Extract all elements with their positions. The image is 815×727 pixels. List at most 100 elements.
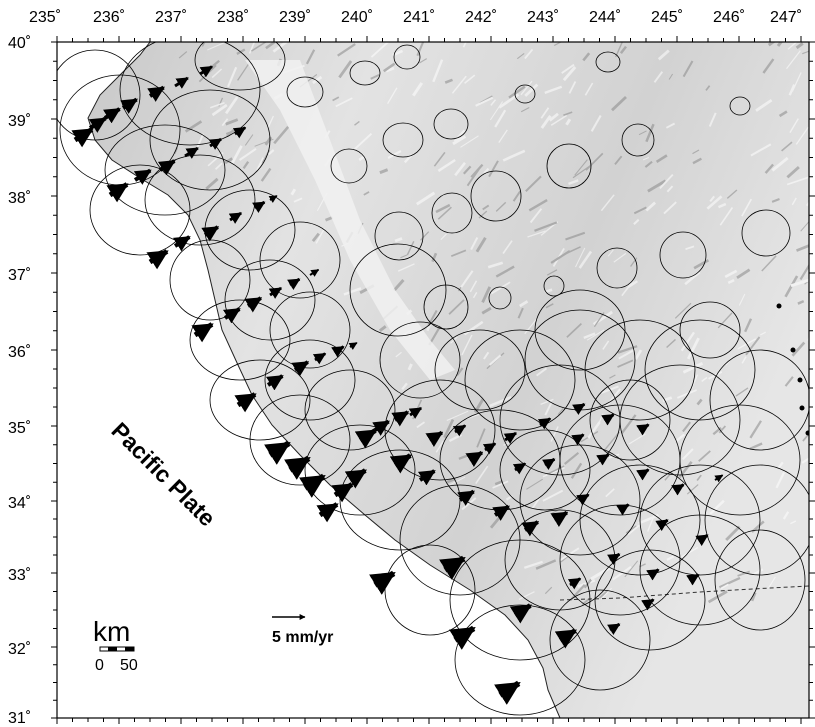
relief-stroke	[305, 49, 316, 65]
relief-stroke	[324, 216, 334, 222]
relief-stroke	[460, 135, 479, 148]
relief-stroke	[475, 237, 487, 253]
relief-stroke	[207, 42, 227, 51]
velocity-arrow	[191, 322, 214, 343]
relief-stroke	[502, 240, 513, 254]
relief-stroke	[293, 197, 303, 203]
relief-stroke	[788, 84, 796, 96]
error-ellipse	[543, 275, 565, 297]
relief-stroke	[401, 382, 408, 391]
velocity-arrow	[199, 65, 213, 78]
relief-stroke	[519, 300, 529, 308]
relief-stroke	[663, 201, 677, 215]
error-ellipse	[679, 404, 801, 516]
relief-stroke	[784, 376, 794, 387]
relief-stroke	[761, 255, 777, 272]
relief-stroke	[412, 82, 424, 97]
error-ellipse	[595, 51, 621, 73]
error-ellipse	[382, 122, 424, 158]
velocity-arrow	[172, 235, 191, 252]
station-dot	[797, 377, 803, 383]
relief-stroke	[586, 329, 605, 341]
relief-stroke	[624, 560, 639, 578]
lat-label: 32˚	[8, 641, 31, 658]
relief-stroke	[512, 190, 522, 202]
velocity-arrow	[567, 577, 582, 590]
error-ellipse	[621, 123, 655, 157]
lat-label: 40˚	[8, 35, 31, 52]
relief-stroke	[681, 546, 699, 558]
relief-stroke	[570, 462, 583, 479]
relief-stroke	[529, 208, 543, 224]
relief-stroke	[795, 126, 809, 145]
relief-stroke	[621, 280, 635, 297]
relief-stroke	[749, 442, 763, 450]
relief-stroke	[617, 345, 638, 354]
error-ellipse	[679, 301, 741, 359]
relief-stroke	[708, 112, 717, 127]
relief-stroke	[593, 312, 605, 328]
relief-stroke	[645, 123, 655, 143]
error-ellipse	[57, 49, 141, 141]
relief-stroke	[613, 252, 627, 263]
relief-stroke	[557, 408, 564, 416]
relief-stroke	[416, 421, 426, 429]
velocity-arrow	[408, 406, 423, 419]
velocity-arrow	[391, 410, 410, 427]
relief-stroke	[452, 135, 467, 146]
relief-stroke	[495, 265, 515, 278]
relief-stroke	[332, 96, 340, 102]
relief-stroke	[633, 218, 640, 225]
relief-stroke	[450, 249, 467, 258]
scale-bar: km 0 50	[93, 616, 138, 674]
error-ellipse	[433, 108, 469, 140]
relief-stroke	[437, 206, 452, 220]
velocity-arrow	[503, 431, 518, 444]
relief-stroke	[578, 250, 593, 269]
relief-stroke	[481, 286, 492, 303]
relief-stroke	[696, 398, 703, 406]
relief-stroke	[230, 145, 243, 165]
relief-stroke	[237, 62, 250, 81]
relief-stroke	[605, 488, 615, 498]
relief-stroke	[600, 587, 613, 600]
relief-stroke	[540, 114, 552, 129]
relief-stroke	[565, 118, 572, 126]
scale-tick-max: 50	[120, 657, 138, 674]
velocity-arrow	[234, 392, 257, 413]
velocity-arrow	[636, 468, 650, 481]
lat-label: 38˚	[8, 190, 31, 207]
error-ellipse	[286, 76, 324, 108]
relief-stroke	[750, 143, 772, 157]
relief-stroke	[211, 103, 228, 117]
relief-stroke	[789, 118, 799, 133]
error-ellipse	[644, 319, 756, 421]
velocity-arrow	[103, 107, 121, 124]
relief-stroke	[639, 563, 646, 568]
relief-stroke	[698, 450, 711, 462]
relief-stroke	[666, 338, 677, 349]
relief-stroke	[568, 81, 577, 94]
relief-stroke	[736, 268, 751, 279]
error-ellipse	[379, 321, 461, 399]
relief-stroke	[791, 341, 806, 357]
reference-vector-label: 5 mm/yr	[272, 629, 333, 646]
relief-stroke	[463, 320, 484, 336]
relief-stroke	[776, 42, 783, 47]
relief-stroke	[718, 202, 727, 209]
relief-stroke	[706, 195, 723, 210]
relief-stroke	[211, 68, 223, 79]
relief-stroke	[767, 42, 776, 47]
relief-stroke	[446, 410, 469, 421]
relief-stroke	[221, 118, 229, 127]
relief-stroke	[520, 107, 530, 113]
relief-stroke	[495, 201, 507, 212]
lat-label: 33˚	[8, 567, 31, 584]
relief-stroke	[469, 280, 478, 293]
relief-stroke	[267, 115, 274, 129]
relief-stroke	[524, 83, 539, 97]
relief-stroke	[528, 199, 548, 212]
relief-stroke	[207, 151, 224, 167]
relief-stroke	[666, 185, 674, 193]
